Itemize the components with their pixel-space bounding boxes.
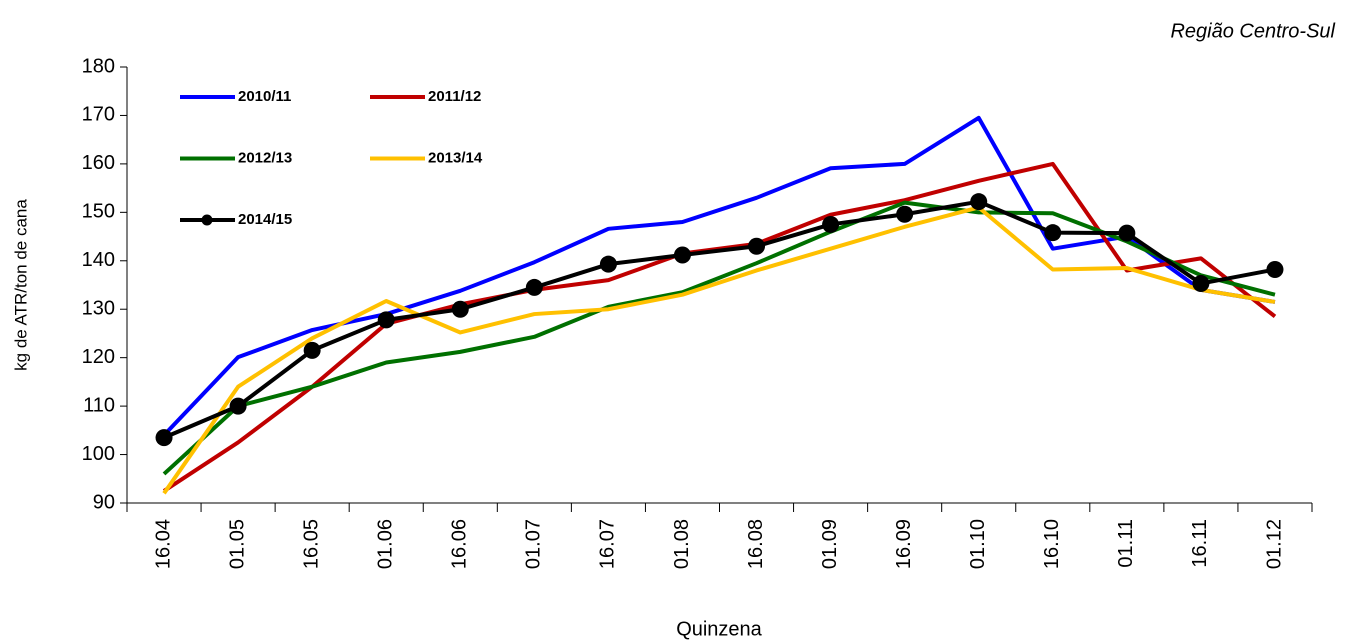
legend-label: 2012/13 [238, 149, 292, 166]
series-line [162, 200, 1276, 476]
data-point [155, 429, 173, 447]
y-tick-label: 110 [83, 394, 115, 416]
y-tick-label: 160 [82, 152, 115, 174]
data-point [229, 397, 247, 415]
x-tick-label: 16.10 [1041, 519, 1063, 569]
data-point [896, 205, 914, 223]
data-point [748, 237, 766, 255]
x-tick-label: 16.04 [152, 519, 174, 569]
data-point [1118, 224, 1136, 242]
x-tick-label: 01.07 [523, 519, 545, 569]
y-tick-label: 100 [82, 443, 115, 465]
x-tick-label: 16.08 [745, 519, 767, 569]
series-line [162, 205, 1276, 495]
x-tick-label: 16.05 [300, 519, 322, 569]
x-axis-label: Quinzena [676, 618, 762, 640]
data-point [303, 341, 321, 359]
x-tick-label: 01.09 [819, 519, 841, 569]
x-tick-label: 16.06 [449, 519, 471, 569]
y-tick-label: 120 [82, 346, 115, 368]
x-tick-label: 16.11 [1189, 519, 1211, 568]
legend-label: 2014/15 [238, 211, 292, 228]
series-line [163, 199, 1276, 440]
y-axis-label: kg de ATR/ton de cana [11, 199, 30, 371]
data-point [673, 246, 691, 264]
y-tick-label: 180 [82, 55, 115, 77]
x-tick-label: 01.10 [967, 519, 989, 569]
y-tick-label: 150 [82, 201, 115, 223]
legend-label: 2010/11 [238, 88, 291, 105]
annotation: Região Centro-Sul [1170, 20, 1335, 42]
data-point [1192, 275, 1210, 293]
y-tick-label: 130 [82, 298, 115, 320]
data-point [822, 215, 840, 233]
y-tick-label: 90 [93, 491, 115, 513]
legend-label: 2013/14 [428, 149, 483, 166]
x-tick-label: 01.05 [226, 519, 248, 569]
data-point [970, 193, 988, 211]
x-tick-label: 01.06 [375, 519, 397, 569]
legend-marker [201, 214, 213, 226]
y-tick-label: 170 [82, 104, 115, 126]
x-tick-label: 01.12 [1263, 519, 1285, 569]
data-point [377, 311, 395, 329]
x-tick-label: 01.08 [671, 519, 693, 569]
legend-label: 2011/12 [428, 88, 481, 105]
data-point [525, 278, 543, 296]
data-point [599, 255, 617, 273]
x-tick-label: 16.09 [893, 519, 915, 569]
y-tick-label: 140 [82, 249, 115, 271]
data-point [451, 300, 469, 318]
x-tick-label: 01.11 [1115, 519, 1137, 568]
series-line [162, 115, 1276, 437]
x-tick-label: 16.07 [597, 519, 619, 569]
data-point [1044, 224, 1062, 242]
data-point [1266, 260, 1284, 278]
